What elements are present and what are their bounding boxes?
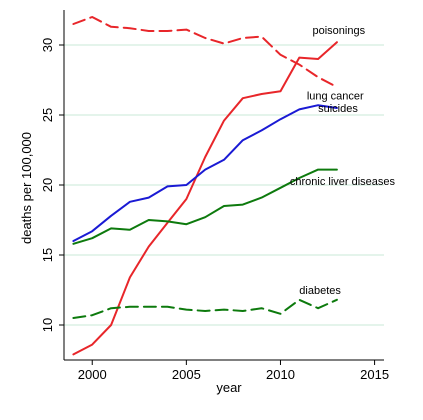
y-tick-label: 30 xyxy=(40,38,55,52)
axes: 10 15 20 25 30 2000 2005 2010 2015 xyxy=(40,10,389,382)
y-tick-label: 10 xyxy=(40,318,55,332)
y-axis-label: deaths per 100,000 xyxy=(19,132,34,244)
x-tick-label: 2005 xyxy=(172,367,201,382)
series-annotation-diabetes: diabetes xyxy=(299,285,341,297)
series-line-chronic-liver-diseases xyxy=(72,168,338,245)
x-tick-label: 2010 xyxy=(266,367,295,382)
series-lines xyxy=(72,16,338,356)
series-annotation-chronic-liver-diseases: chronic liver diseases xyxy=(290,176,396,188)
series-line-poisonings xyxy=(72,41,338,356)
series-line-diabetes xyxy=(72,298,338,319)
y-tick-label: 15 xyxy=(40,248,55,262)
x-axis-label: year xyxy=(216,380,242,395)
series-line-suicides xyxy=(72,104,338,242)
series-annotation-suicides: suicides xyxy=(318,103,358,115)
series-annotation-poisonings: poisonings xyxy=(312,25,365,37)
grid-lines xyxy=(64,44,384,326)
x-tick-label: 2015 xyxy=(360,367,389,382)
series-line-lung-cancer xyxy=(72,16,338,88)
series-annotation-lung-cancer: lung cancer xyxy=(307,91,364,103)
x-tick-label: 2000 xyxy=(78,367,107,382)
y-tick-label: 20 xyxy=(40,178,55,192)
y-tick-label: 25 xyxy=(40,108,55,122)
